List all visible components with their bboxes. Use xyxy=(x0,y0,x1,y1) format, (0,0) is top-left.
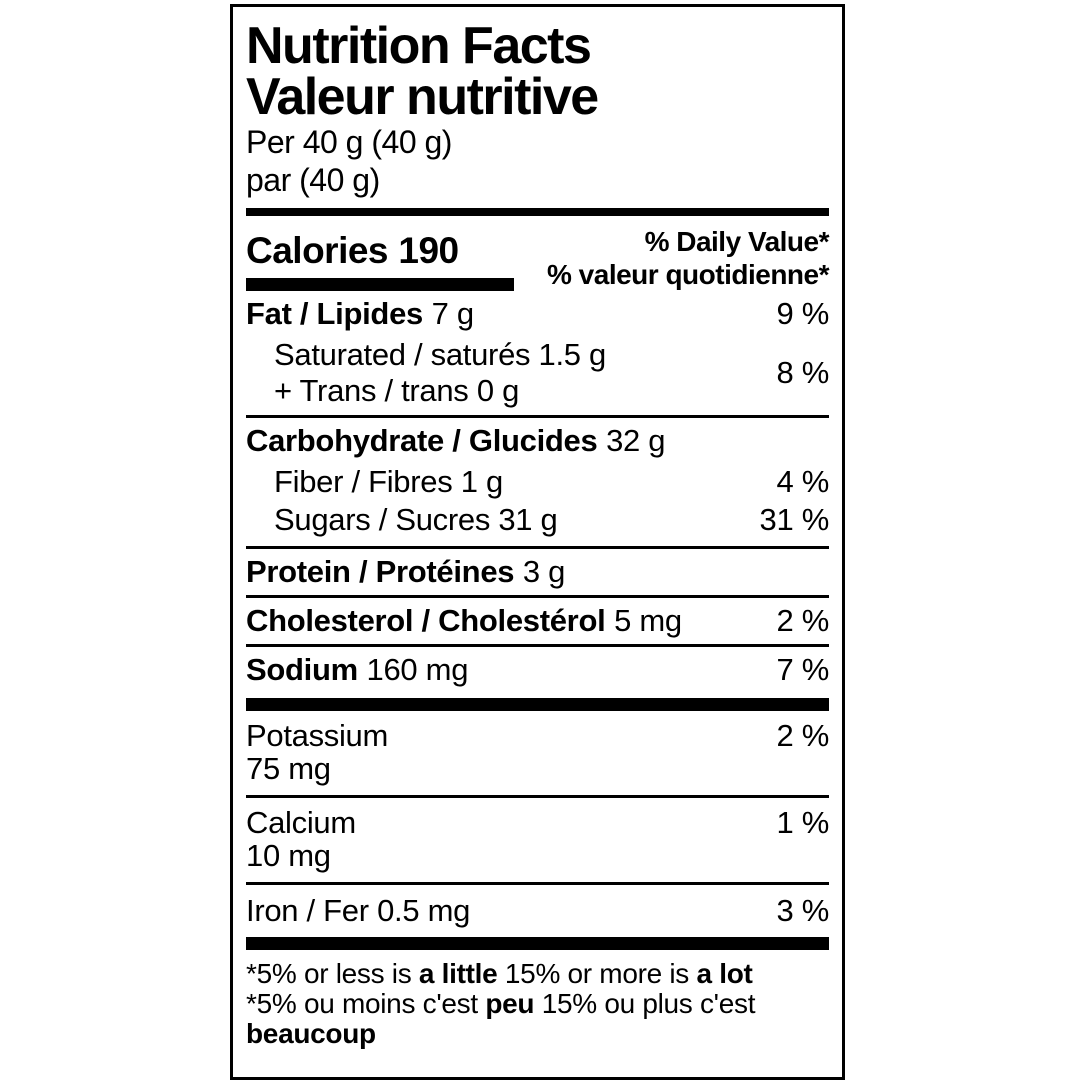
row-cholesterol: Cholesterol / Cholestérol 5 mg 2 % xyxy=(246,598,829,644)
saturated-line: Saturated / saturés 1.5 g xyxy=(274,337,606,372)
sodium-name: Sodium 160 mg xyxy=(246,652,469,687)
sugars-dv: 31 % xyxy=(759,502,830,537)
protein-name: Protein / Protéines 3 g xyxy=(246,554,566,589)
title-en: Nutrition Facts xyxy=(246,17,592,75)
calcium-amount: 10 mg xyxy=(246,838,331,873)
serving-size-en: Per 40 g (40 g) xyxy=(246,124,452,160)
saturated-trans-names: Saturated / saturés 1.5 g + Trans / tran… xyxy=(246,337,606,409)
potassium-name-amount: Potassium 75 mg xyxy=(246,719,388,785)
calories-label: Calories xyxy=(246,230,389,271)
daily-value-heading-en: % Daily Value* xyxy=(644,226,830,257)
daily-value-heading: % Daily Value* % valeur quotidienne* xyxy=(547,225,830,291)
row-sugars: Sugars / Sucres 31 g 31 % xyxy=(246,502,829,546)
footnote: *5% or less is a little 15% or more is a… xyxy=(246,950,829,1049)
fiber-name: Fiber / Fibres 1 g xyxy=(274,464,503,499)
row-potassium: Potassium 75 mg 2 % xyxy=(246,711,829,795)
daily-value-heading-fr: % valeur quotidienne* xyxy=(547,259,830,290)
row-sodium: Sodium 160 mg 7 % xyxy=(246,647,829,698)
fat-dv: 9 % xyxy=(776,296,829,331)
divider-rule xyxy=(246,415,829,418)
iron-name: Iron / Fer 0.5 mg xyxy=(246,893,471,928)
calories-line: Calories 190 xyxy=(246,230,514,272)
serving-size-fr: par (40 g) xyxy=(246,162,380,198)
nutrition-facts-label: Nutrition Facts Valeur nutritive Per 40 … xyxy=(230,4,845,1080)
footnote-fr: *5% ou moins c'est peu 15% ou plus c'est… xyxy=(246,988,756,1049)
calories-underline-bar xyxy=(246,278,514,291)
fat-name: Fat / Lipides 7 g xyxy=(246,296,474,331)
sodium-dv: 7 % xyxy=(776,652,829,687)
divider-rule xyxy=(246,546,829,549)
row-iron: Iron / Fer 0.5 mg 3 % xyxy=(246,885,829,937)
calcium-name-amount: Calcium 10 mg xyxy=(246,806,356,872)
trans-line: + Trans / trans 0 g xyxy=(274,373,520,408)
calories-section: Calories 190 % Daily Value* % valeur quot… xyxy=(246,225,830,291)
calcium-name: Calcium xyxy=(246,805,356,840)
footnote-en: *5% or less is a little 15% or more is a… xyxy=(246,958,753,989)
row-calcium: Calcium 10 mg 1 % xyxy=(246,798,829,882)
divider-rule xyxy=(246,644,829,647)
row-protein: Protein / Protéines 3 g xyxy=(246,549,829,595)
calcium-dv: 1 % xyxy=(776,805,829,840)
label-header: Nutrition Facts Valeur nutritive Per 40 … xyxy=(246,17,829,199)
row-fiber: Fiber / Fibres 1 g 4 % xyxy=(246,464,829,502)
footnote-divider-bar xyxy=(246,937,829,950)
fiber-dv: 4 % xyxy=(776,464,829,499)
header-divider-bar xyxy=(246,208,829,216)
divider-rule xyxy=(246,882,829,885)
potassium-dv: 2 % xyxy=(776,718,829,753)
cholesterol-dv: 2 % xyxy=(776,603,829,638)
title-fr: Valeur nutritive xyxy=(246,68,599,126)
cholesterol-name: Cholesterol / Cholestérol 5 mg xyxy=(246,603,682,638)
row-carbohydrate: Carbohydrate / Glucides 32 g xyxy=(246,418,829,464)
divider-rule xyxy=(246,795,829,798)
section-divider-bar xyxy=(246,698,829,711)
iron-dv: 3 % xyxy=(776,893,829,928)
row-saturated-trans: Saturated / saturés 1.5 g + Trans / tran… xyxy=(246,337,829,415)
divider-rule xyxy=(246,595,829,598)
sugars-name: Sugars / Sucres 31 g xyxy=(274,502,558,537)
calories-value: 190 xyxy=(398,230,459,271)
row-fat: Fat / Lipides 7 g 9 % xyxy=(246,291,829,337)
potassium-amount: 75 mg xyxy=(246,751,331,786)
calories-block: Calories 190 xyxy=(246,230,514,291)
potassium-name: Potassium xyxy=(246,718,389,753)
saturated-trans-dv: 8 % xyxy=(776,355,829,390)
carbohydrate-name: Carbohydrate / Glucides 32 g xyxy=(246,423,666,458)
